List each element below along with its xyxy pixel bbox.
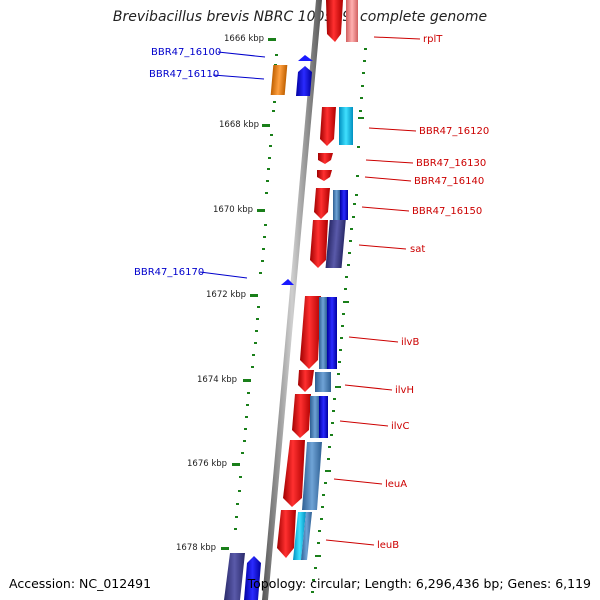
gene-label-bbr47-16120[interactable]: BBR47_16120 — [419, 126, 489, 137]
coord-label-1668: 1668 kbp — [219, 120, 259, 130]
gene-label-ilvc[interactable]: ilvC — [391, 421, 409, 432]
gene-bbr47-16170-arrow[interactable] — [281, 279, 294, 285]
gene-bbr47-16100-arrow[interactable] — [298, 55, 313, 61]
gene-ilvb-steel[interactable] — [319, 297, 327, 369]
gene-leub-steel[interactable] — [301, 512, 312, 560]
gene-ilvb-blue[interactable] — [327, 297, 337, 369]
gene-label-bbr47-16110[interactable]: BBR47_16110 — [149, 69, 219, 80]
inner-scale-dots — [234, 54, 278, 530]
gene-label-bbr47-16100[interactable]: BBR47_16100 — [151, 47, 221, 58]
genome-backbone — [262, 0, 322, 600]
genome-title: Brevibacillus brevis NBRC 100599, comple… — [112, 9, 488, 25]
gene-label-bbr47-16130[interactable]: BBR47_16130 — [416, 158, 486, 169]
gene-ilvc-red[interactable] — [292, 394, 311, 438]
coord-label-1676: 1676 kbp — [187, 459, 227, 469]
gene-label-bbr47-16170[interactable]: BBR47_16170 — [134, 267, 204, 278]
gene-orange-block[interactable] — [270, 65, 288, 95]
gene-bbr47-16150-blue[interactable] — [340, 190, 348, 220]
coord-label-1674: 1674 kbp — [197, 375, 237, 385]
gene-label-leub[interactable]: leuB — [377, 540, 399, 551]
gene-bbr47-16150-steel[interactable] — [333, 190, 340, 220]
gene-bottom-blue[interactable] — [244, 556, 261, 600]
gene-label-bbr47-16150[interactable]: BBR47_16150 — [412, 206, 482, 217]
gene-ilvh-red[interactable] — [298, 370, 314, 392]
gene-sat-red[interactable] — [310, 220, 328, 268]
gene-bbr47-16120-red[interactable] — [320, 107, 336, 146]
gene-ilvc-blue[interactable] — [319, 396, 328, 438]
gene-label-bbr47-16140[interactable]: BBR47_16140 — [414, 176, 484, 187]
gene-ilvc-steel[interactable] — [310, 396, 320, 438]
gene-bbr47-16120-cyan[interactable] — [339, 107, 353, 145]
gene-leub-cyan[interactable] — [293, 512, 306, 560]
gene-rplt-pink[interactable] — [346, 0, 358, 42]
coord-label-1678: 1678 kbp — [176, 543, 216, 553]
gene-label-rplt[interactable]: rplT — [423, 34, 443, 45]
gene-leub-red[interactable] — [277, 510, 296, 558]
gene-ilvb-red[interactable] — [300, 296, 321, 369]
coord-label-1670: 1670 kbp — [213, 205, 253, 215]
gene-bbr47-16110-arrow[interactable] — [296, 66, 312, 96]
gene-label-leua[interactable]: leuA — [385, 479, 407, 490]
gene-label-ilvb[interactable]: ilvB — [401, 337, 419, 348]
gene-leua-red[interactable] — [283, 440, 305, 507]
major-ticks — [221, 38, 276, 550]
gene-bbr47-16130-arrow[interactable] — [318, 153, 333, 164]
left-leader-lines — [199, 51, 266, 279]
gene-label-sat[interactable]: sat — [410, 244, 425, 255]
accession-text: Accession: NC_012491 — [9, 576, 152, 591]
gene-bbr47-16150-red[interactable] — [314, 188, 330, 219]
coord-label-1672: 1672 kbp — [206, 290, 246, 300]
gene-ilvh-steel[interactable] — [315, 372, 331, 392]
gene-bottom-navy[interactable] — [224, 553, 245, 600]
gene-sat-navy[interactable] — [325, 220, 346, 268]
gene-bbr47-16140-arrow[interactable] — [317, 170, 332, 181]
gene-rplt-red[interactable] — [326, 0, 343, 42]
coord-label-1666: 1666 kbp — [224, 34, 264, 44]
outer-scale-dots — [311, 48, 367, 593]
right-leader-lines — [325, 36, 421, 546]
gene-label-ilvh[interactable]: ilvH — [395, 385, 414, 396]
topology-text: Topology: circular; Length: 6,296,436 bp… — [247, 576, 591, 591]
gene-leua-steel[interactable] — [302, 442, 322, 510]
